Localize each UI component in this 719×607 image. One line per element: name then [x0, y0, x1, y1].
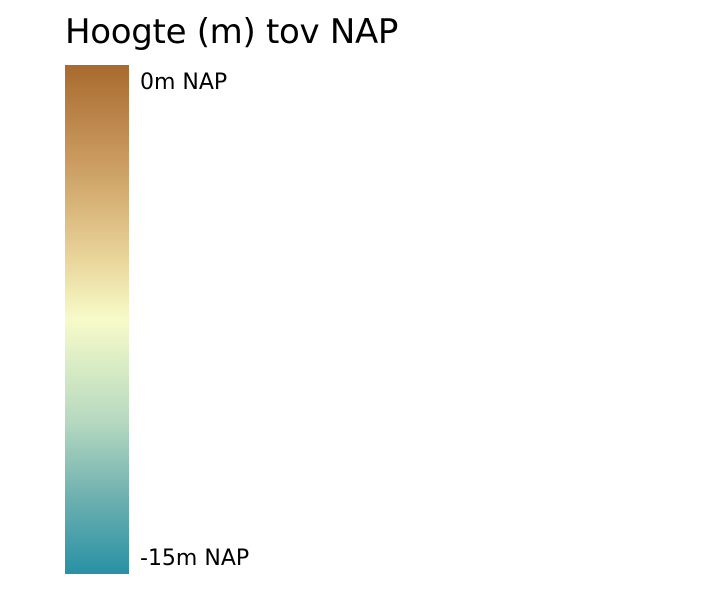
- color-ramp-bar: [65, 65, 129, 574]
- legend-title: Hoogte (m) tov NAP: [65, 12, 399, 52]
- ramp-min-label: -15m NAP: [140, 546, 250, 571]
- color-ramp: [65, 65, 129, 574]
- ramp-max-label: 0m NAP: [140, 70, 228, 95]
